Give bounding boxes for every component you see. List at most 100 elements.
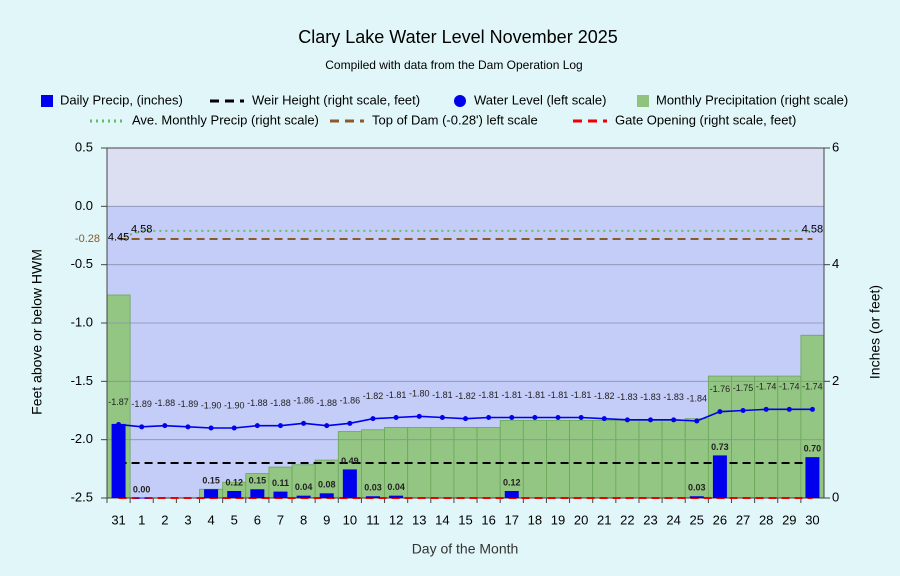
- bar: [712, 455, 727, 498]
- y-axis-title: Feet above or below HWM: [29, 249, 45, 415]
- area-step: [754, 375, 779, 499]
- line-label: 4.58: [131, 224, 152, 236]
- marker: [671, 417, 677, 423]
- chart-subtitle: Compiled with data from the Dam Operatio…: [325, 58, 582, 72]
- bar-label: 0.12: [225, 477, 243, 487]
- bar-label: 0.49: [341, 456, 359, 466]
- x-tick-label: 23: [643, 512, 657, 527]
- marker: [116, 422, 122, 427]
- bar: [227, 491, 242, 498]
- point-label: -1.81: [548, 390, 569, 400]
- point-label: -1.88: [155, 398, 176, 408]
- x-tick-label: 18: [528, 512, 542, 527]
- point-label: -1.86: [293, 396, 314, 406]
- bar: [805, 457, 820, 498]
- x-tick-label: 19: [551, 512, 565, 527]
- marker: [509, 415, 515, 420]
- marker: [555, 415, 561, 420]
- point-label: -1.81: [502, 390, 523, 400]
- marker: [162, 423, 168, 429]
- plot-area-upper: [107, 148, 824, 207]
- point-label: -1.90: [224, 400, 245, 410]
- marker: [231, 425, 237, 431]
- line-label: 4.58: [802, 224, 823, 236]
- point-label: -1.80: [409, 389, 430, 399]
- y-tick-label: 0.0: [75, 198, 93, 213]
- point-label: -1.87: [108, 397, 129, 407]
- x-tick-label: 26: [713, 512, 727, 527]
- x-tick-label: 24: [666, 512, 680, 527]
- area-step: [615, 420, 640, 499]
- bar: [689, 496, 704, 498]
- x-tick-label: 7: [277, 512, 284, 527]
- x-tick-label: 16: [481, 512, 495, 527]
- point-label: -1.88: [270, 398, 291, 408]
- dotted-line: [118, 229, 813, 240]
- bar-label: 0.04: [387, 482, 405, 492]
- marker: [439, 415, 445, 420]
- bar-label: 0.15: [202, 476, 220, 486]
- marker: [624, 417, 630, 423]
- area-step: [638, 420, 663, 499]
- legend-label: Ave. Monthly Precip (right scale): [132, 112, 319, 127]
- bar-label: 0.08: [318, 480, 336, 490]
- bar: [134, 498, 149, 499]
- marker: [254, 423, 260, 429]
- x-tick-label: 1: [138, 512, 145, 527]
- x-tick-label: 13: [412, 512, 426, 527]
- x-tick-label: 22: [620, 512, 634, 527]
- marker: [809, 406, 815, 412]
- legend-label: Daily Precip, (inches): [60, 92, 183, 107]
- bar: [504, 491, 519, 498]
- line-label: 4.45: [108, 231, 129, 243]
- marker: [786, 406, 792, 412]
- marker: [370, 416, 376, 422]
- legend-swatch: [41, 95, 53, 107]
- area-step: [661, 420, 686, 499]
- bar-label: 0.11: [272, 478, 289, 488]
- x-tick-label: 8: [300, 512, 307, 527]
- point-label: -1.86: [340, 396, 361, 406]
- point-label: -1.84: [687, 393, 708, 403]
- x-tick-label: 11: [366, 512, 380, 527]
- bar-label: 0.03: [688, 483, 706, 493]
- legend-swatch: [637, 95, 649, 107]
- plot-frame: [106, 147, 825, 499]
- point-label: -1.76: [710, 384, 731, 394]
- point-label: -1.75: [733, 383, 754, 393]
- area-step: [731, 375, 756, 499]
- bar: [111, 423, 126, 498]
- area-step: [522, 420, 547, 499]
- marker: [139, 424, 145, 430]
- point-label: -1.81: [478, 390, 499, 400]
- area-step: [546, 420, 570, 499]
- point-label: -1.81: [525, 390, 546, 400]
- x-tick-label: 28: [759, 512, 773, 527]
- line-label: -0.28: [75, 233, 100, 245]
- bar-label: 0.73: [711, 442, 729, 452]
- bar: [389, 495, 404, 498]
- bar: [296, 495, 311, 498]
- legend-swatch: [454, 95, 466, 107]
- y-tick-label: -2.0: [71, 431, 93, 446]
- marker: [694, 418, 700, 424]
- y2-tick-label: 0: [832, 489, 839, 504]
- marker: [416, 413, 422, 419]
- point-label: -1.89: [131, 399, 152, 409]
- marker: [717, 409, 723, 415]
- point-label: -1.88: [316, 398, 337, 408]
- marker: [486, 415, 492, 420]
- point-label: -1.81: [432, 390, 453, 400]
- point-label: -1.74: [779, 382, 800, 392]
- point-label: -1.74: [802, 382, 823, 392]
- point-label: -1.82: [594, 391, 615, 401]
- legend-label: Monthly Precipitation (right scale): [656, 92, 848, 107]
- marker: [347, 420, 353, 426]
- legend-label: Top of Dam (-0.28') left scale: [372, 112, 538, 127]
- marker: [578, 415, 584, 420]
- bar-label: 0.00: [133, 484, 151, 494]
- point-label: -1.74: [756, 382, 777, 392]
- y-tick-label: -2.5: [71, 489, 93, 504]
- y2-tick-label: 2: [832, 373, 839, 388]
